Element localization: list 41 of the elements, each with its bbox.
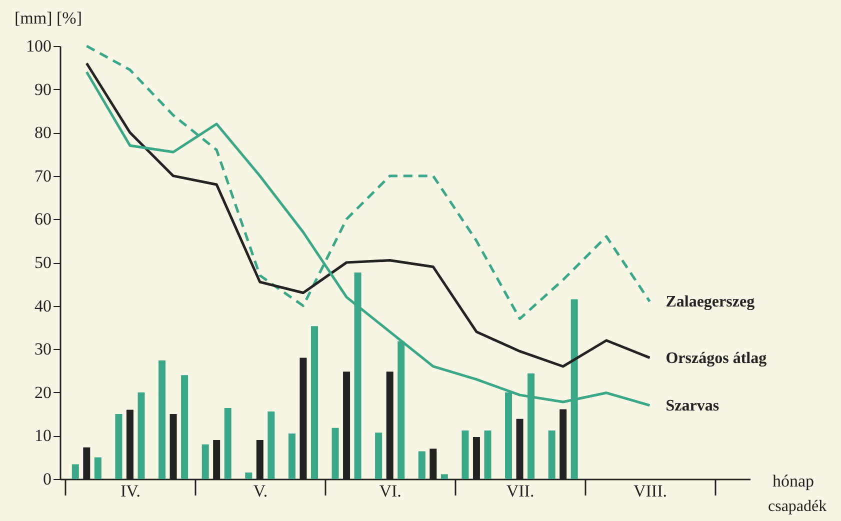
y-tick-label: 80 xyxy=(34,123,52,142)
bar xyxy=(158,360,166,479)
bar xyxy=(94,457,102,479)
bar xyxy=(181,375,188,479)
bar xyxy=(310,326,318,479)
y-tick-label: 100 xyxy=(26,36,52,56)
y-tick-label: 70 xyxy=(34,166,52,186)
bar xyxy=(440,474,448,479)
y-tick-label: 30 xyxy=(34,340,52,359)
series-label: Szarvas xyxy=(666,397,720,414)
y-tick-label: 0 xyxy=(43,470,52,488)
bar xyxy=(288,434,296,479)
series-label: Országos átlag xyxy=(666,350,767,367)
bar xyxy=(375,432,382,479)
bar xyxy=(268,411,275,479)
bar xyxy=(332,428,339,479)
y-tick-label: 90 xyxy=(34,80,52,99)
x-axis-title: hónap xyxy=(772,472,814,490)
bar xyxy=(418,451,426,479)
x-tick-label: IV. xyxy=(120,482,140,500)
bar xyxy=(224,408,232,479)
bar xyxy=(245,472,252,479)
x-tick-label: V. xyxy=(253,482,268,500)
y-tick-label: 20 xyxy=(34,382,52,402)
y-tick-label: 50 xyxy=(34,253,52,272)
y-tick-label: 60 xyxy=(34,210,52,229)
bar xyxy=(115,414,122,479)
x-tick-label: VII. xyxy=(506,482,534,500)
bar xyxy=(72,464,79,479)
bar xyxy=(484,430,492,479)
bar xyxy=(138,392,145,479)
bar xyxy=(462,430,469,479)
series-label: Zalaegerszeg xyxy=(666,293,755,310)
text: csapadék xyxy=(768,498,827,515)
x-tick-label: VIII. xyxy=(633,482,667,500)
x-tick-label: VI. xyxy=(379,482,402,500)
bar xyxy=(548,430,556,479)
bar xyxy=(202,444,209,479)
y-tick-label: 10 xyxy=(34,426,52,446)
y-tick-label: 40 xyxy=(34,296,52,316)
y-axis-title: [mm] [%] xyxy=(14,8,82,28)
